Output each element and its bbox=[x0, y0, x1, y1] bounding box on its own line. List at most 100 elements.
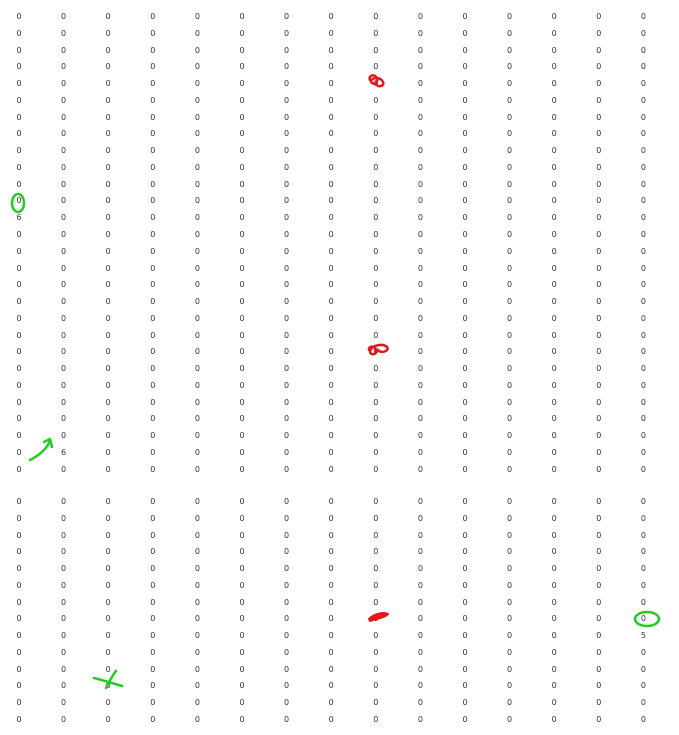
grid-cell: 0 bbox=[150, 631, 156, 640]
grid-cell: 0 bbox=[462, 614, 468, 624]
grid-cell: 0 bbox=[61, 397, 67, 407]
grid-cell: 0 bbox=[551, 530, 557, 540]
grid-cell: 0 bbox=[105, 564, 111, 573]
grid-cell: 0 bbox=[417, 297, 423, 306]
grid-cell: 0 bbox=[328, 647, 334, 657]
grid-cell: 0 bbox=[105, 530, 111, 540]
grid-cell: 0 bbox=[328, 347, 334, 357]
grid-cell: 0 bbox=[150, 380, 156, 390]
grid-cell: 0 bbox=[284, 263, 290, 273]
grid-cell: 0 bbox=[284, 230, 290, 239]
grid-cell: 0 bbox=[328, 497, 334, 506]
grid-cell: 0 bbox=[61, 162, 67, 172]
grid-cell: 0 bbox=[150, 196, 156, 206]
grid-cell: 0 bbox=[150, 246, 156, 256]
grid-cell: 0 bbox=[150, 414, 156, 424]
grid-cell: 0 bbox=[640, 580, 646, 590]
grid-cell: 0 bbox=[417, 614, 423, 624]
grid-cell: 0 bbox=[16, 280, 22, 290]
grid-cell: 0 bbox=[462, 280, 468, 290]
grid-cell: 0 bbox=[150, 397, 156, 407]
grid-cell: 0 bbox=[194, 280, 200, 290]
grid-cell: 6 bbox=[61, 447, 67, 457]
grid-cell: 0 bbox=[61, 280, 67, 290]
grid-cell: 0 bbox=[640, 213, 646, 222]
grid-cell: 0 bbox=[61, 196, 67, 206]
grid-cell: 0 bbox=[417, 28, 423, 38]
grid-cell: 0 bbox=[328, 196, 334, 206]
grid-cell: 0 bbox=[507, 196, 513, 206]
grid-cell: 0 bbox=[239, 263, 245, 273]
grid-cell: 0 bbox=[596, 380, 602, 390]
grid-cell: 0 bbox=[284, 681, 290, 691]
grid-cell: 0 bbox=[105, 246, 111, 256]
grid-cell: 0 bbox=[284, 698, 290, 707]
grid-cell: 0 bbox=[507, 280, 513, 290]
grid-cell: 0 bbox=[507, 246, 513, 256]
grid-cell: 0 bbox=[194, 631, 200, 640]
grid-cell: 0 bbox=[596, 431, 602, 440]
grid-cell: 0 bbox=[61, 698, 67, 707]
grid-cell: 0 bbox=[16, 530, 22, 540]
grid-cell: 0 bbox=[194, 347, 200, 357]
grid-cell: 0 bbox=[150, 213, 156, 222]
grid-cell: 0 bbox=[596, 129, 602, 139]
grid-cell: 0 bbox=[640, 196, 646, 206]
grid-cell: 0 bbox=[462, 513, 468, 523]
grid-cell: 0 bbox=[373, 664, 379, 674]
grid-cell: 0 bbox=[239, 431, 245, 440]
grid-cell: 0 bbox=[16, 45, 22, 55]
grid-cell: 0 bbox=[328, 414, 334, 424]
grid-cell: 0 bbox=[284, 146, 290, 155]
grid-cell: 0 bbox=[462, 564, 468, 573]
grid-cell: 0 bbox=[61, 614, 67, 624]
grid-cell: 0 bbox=[194, 246, 200, 256]
grid-cell: 0 bbox=[462, 146, 468, 155]
grid-cell: 0 bbox=[284, 513, 290, 523]
grid-cell: 0 bbox=[373, 597, 379, 607]
grid-cell: 0 bbox=[551, 597, 557, 607]
grid-cell: 0 bbox=[551, 664, 557, 674]
grid-cell: 0 bbox=[507, 263, 513, 273]
grid-cell: 0 bbox=[328, 447, 334, 457]
grid-cell: 0 bbox=[462, 129, 468, 139]
grid-cell: 0 bbox=[640, 179, 646, 189]
grid-cell: 0 bbox=[417, 263, 423, 273]
grid-cell: 0 bbox=[105, 580, 111, 590]
grid-cell: 0 bbox=[640, 597, 646, 607]
grid-cell: 0 bbox=[284, 397, 290, 407]
grid-cell: 0 bbox=[417, 45, 423, 55]
grid-cell: 0 bbox=[150, 698, 156, 707]
grid-cell: 0 bbox=[462, 414, 468, 424]
grid-cell: 0 bbox=[417, 380, 423, 390]
grid-cell: 0 bbox=[417, 698, 423, 707]
grid-cell: 0 bbox=[239, 464, 245, 474]
grid-cell: 0 bbox=[462, 28, 468, 38]
grid-cell: 0 bbox=[239, 547, 245, 557]
grid-cell: 0 bbox=[596, 614, 602, 624]
grid-cell: 0 bbox=[16, 464, 22, 474]
grid-cell: 0 bbox=[239, 397, 245, 407]
grid-cell: 0 bbox=[284, 431, 290, 440]
grid-cell: 0 bbox=[194, 431, 200, 440]
grid-cell: 0 bbox=[61, 45, 67, 55]
grid-cell: 0 bbox=[417, 313, 423, 323]
grid-cell: 0 bbox=[284, 313, 290, 323]
grid-cell: 0 bbox=[373, 397, 379, 407]
grid-cell: 0 bbox=[61, 146, 67, 155]
grid-cell: 0 bbox=[150, 79, 156, 88]
grid-cell: 0 bbox=[16, 347, 22, 357]
grid-cell: 0 bbox=[551, 179, 557, 189]
grid-cell: 0 bbox=[61, 62, 67, 72]
grid-cell: 0 bbox=[105, 364, 111, 373]
grid-cell: 0 bbox=[596, 597, 602, 607]
grid-cell: 0 bbox=[61, 129, 67, 139]
grid-cell: 0 bbox=[328, 681, 334, 691]
grid-cell: 0 bbox=[239, 179, 245, 189]
grid-cell: 0 bbox=[462, 95, 468, 105]
grid-cell: 0 bbox=[507, 464, 513, 474]
grid-cell: 0 bbox=[507, 95, 513, 105]
grid-cell: 0 bbox=[150, 564, 156, 573]
grid-cell: 0 bbox=[284, 597, 290, 607]
grid-cell: 0 bbox=[61, 631, 67, 640]
